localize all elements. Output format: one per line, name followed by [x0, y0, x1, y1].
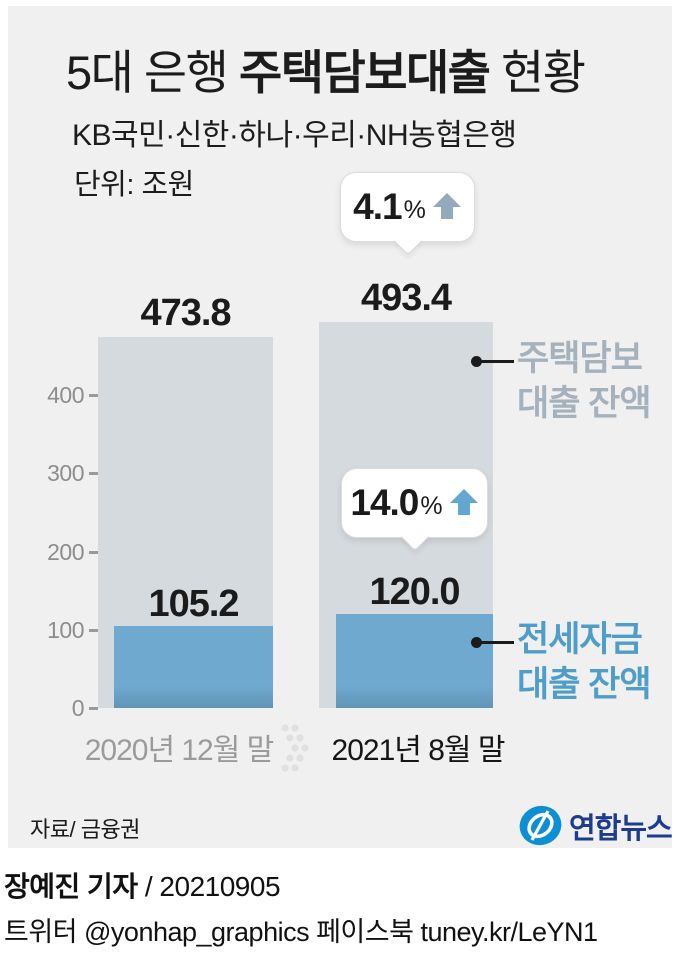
annotation-jeonse-balance: 전세자금 대출 잔액 — [517, 617, 682, 707]
credits-section: 장예진 기자 / 20210905 트위터 @yonhap_graphics 페… — [0, 848, 682, 953]
x-label-2021: 2021년 8월 말 — [331, 734, 506, 767]
y-axis-tick-200: 200 — [14, 540, 98, 564]
annotation-line2: 대출 잔액 — [517, 384, 652, 423]
yonhap-logo-icon — [519, 805, 562, 846]
unit-label: 단위: 조원 — [74, 169, 194, 201]
byline-date: / 20210905 — [137, 871, 281, 902]
callout-jeonse-growth: 14.0 % — [341, 468, 488, 552]
leader-dot-mortgage — [471, 356, 482, 367]
annotation-line1: 주택담보 — [517, 339, 643, 378]
callout-mortgage-growth: 4.1 % — [340, 172, 475, 256]
value-label-jeonse-2021: 120.0 — [369, 571, 460, 613]
source-label: 자료/ 금융권 — [30, 817, 140, 842]
leader-dot-jeonse — [471, 637, 482, 648]
bar-jeonse-2021 — [336, 614, 493, 708]
page-title: 5대 은행 주택담보대출 현황 — [66, 34, 586, 103]
value-label-mortgage-2021: 493.4 — [360, 277, 452, 319]
up-arrow-icon — [449, 489, 478, 515]
byline: 장예진 기자 / 20210905 — [4, 865, 281, 905]
social-links: 트위터 @yonhap_graphics 페이스북 tuney.kr/LeYN1 — [4, 917, 598, 947]
reporter-name: 장예진 기자 — [4, 871, 138, 902]
yonhap-logo-text: 연합뉴스 — [569, 812, 673, 845]
leader-line-jeonse — [479, 641, 514, 644]
yonhap-logo: 연합뉴스 — [517, 802, 673, 849]
up-arrow-icon — [432, 193, 461, 219]
y-axis-tick-400: 400 — [14, 383, 98, 407]
y-axis-tick-0: 0 — [14, 696, 98, 720]
callout-mortgage-value: 4.1 — [353, 186, 402, 227]
percent-sign: % — [403, 195, 426, 224]
leader-line-mortgage — [479, 360, 514, 363]
title-prefix: 5대 은행 — [66, 46, 239, 99]
subtitle-bank-list: KB국민·신한·하나·우리·NH농협은행 — [72, 119, 517, 152]
x-label-2020: 2020년 12월 말 — [84, 734, 275, 767]
bar-jeonse-2020 — [114, 626, 273, 708]
value-label-mortgage-2020: 473.8 — [140, 292, 231, 334]
title-emphasis: 주택담보대출 — [238, 46, 491, 99]
callout-jeonse-value: 14.0 — [350, 482, 419, 523]
value-label-jeonse-2020: 105.2 — [148, 583, 239, 625]
annotation-line1: 전세자금 — [517, 620, 643, 659]
y-axis-tick-100: 100 — [14, 618, 98, 642]
title-suffix: 현황 — [489, 46, 586, 99]
annotation-line2: 대출 잔액 — [517, 665, 652, 704]
percent-sign: % — [420, 491, 443, 520]
y-axis-tick-300: 300 — [14, 461, 98, 485]
annotation-mortgage-balance: 주택담보 대출 잔액 — [517, 336, 682, 426]
dotted-chevron-icon — [281, 724, 309, 772]
